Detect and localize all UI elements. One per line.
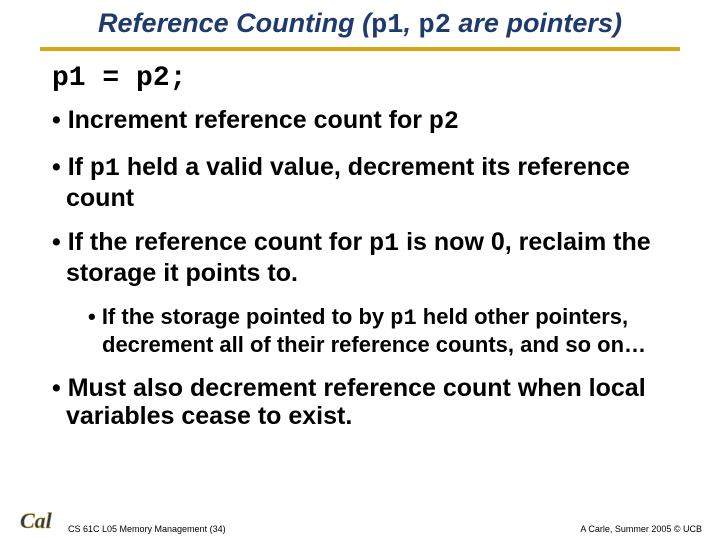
bullet-local-vars: • Must also decrement reference count wh… (52, 374, 668, 432)
slide-content: p1 = p2; • Increment reference count for… (0, 51, 720, 431)
title-prefix: Reference Counting ( (98, 8, 371, 38)
slide-title-bar: Reference Counting (p1, p2 are pointers) (0, 0, 720, 45)
bullet-2-post: held a valid value, decrement its refere… (66, 153, 630, 212)
sub-mono: p1 (390, 306, 416, 331)
slide-footer: Cal CS 61C L05 Memory Management (34) A … (0, 504, 720, 534)
slide-title: Reference Counting (p1, p2 are pointers) (40, 8, 680, 41)
code-assignment: p1 = p2; (52, 63, 668, 94)
cal-logo-icon: Cal (18, 504, 62, 534)
bullet-2-mono: p1 (90, 154, 120, 183)
bullet-2-pre: • If (52, 153, 90, 181)
title-p1: p1 (371, 11, 403, 41)
bullet-1-mono: p2 (429, 107, 459, 136)
bullet-3-mono: p1 (369, 229, 399, 258)
footer-left-text: CS 61C L05 Memory Management (34) (68, 524, 226, 534)
footer-right-text: A Carle, Summer 2005 © UCB (580, 524, 702, 534)
title-p2: p2 (419, 11, 451, 41)
sub-bullet-recurse: • If the storage pointed to by p1 held o… (88, 304, 668, 358)
footer-left-group: Cal CS 61C L05 Memory Management (34) (18, 504, 226, 534)
title-sep: , (403, 8, 418, 38)
title-suffix: are pointers) (451, 8, 622, 38)
bullet-reclaim: • If the reference count for p1 is now 0… (52, 228, 668, 288)
bullet-increment: • Increment reference count for p2 (52, 106, 668, 137)
bullet-3-pre: • If the reference count for (52, 228, 369, 256)
svg-text:Cal: Cal (20, 508, 53, 533)
bullet-1-text: • Increment reference count for (52, 106, 429, 134)
sub-pre: • If the storage pointed to by (88, 304, 390, 329)
bullet-decrement: • If p1 held a valid value, decrement it… (52, 153, 668, 213)
